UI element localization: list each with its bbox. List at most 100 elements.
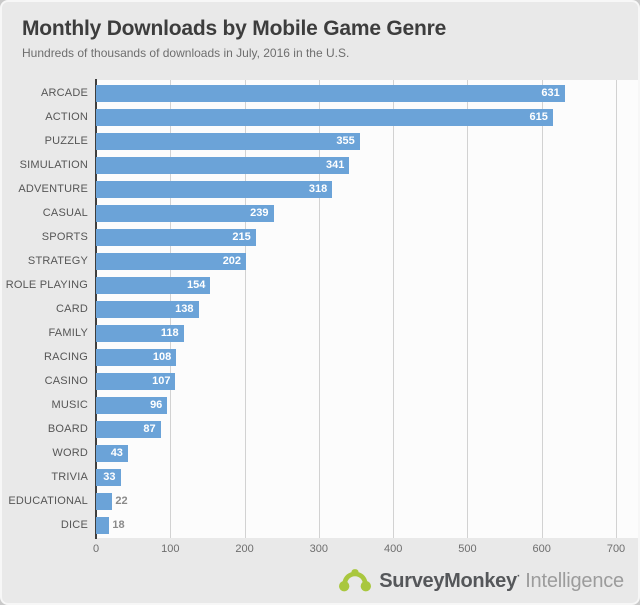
bar: 631 bbox=[96, 84, 565, 102]
gridline bbox=[244, 80, 246, 538]
chart-row: DICE 18 bbox=[2, 513, 616, 537]
bar: 118 bbox=[96, 324, 184, 342]
category-label: DICE bbox=[60, 519, 88, 531]
bar-track: 615 bbox=[96, 108, 616, 126]
bar-rows: ARCADE 631 ACTION 615 PUZZLE 355 SIMULATION 341… bbox=[2, 81, 616, 537]
category-label: MUSIC bbox=[51, 399, 88, 411]
chart-row: EDUCATIONAL 22 bbox=[2, 489, 616, 513]
bar-track: 22 bbox=[96, 492, 616, 510]
bar-track: 202 bbox=[96, 252, 616, 270]
bar-value-label: 96 bbox=[150, 399, 163, 411]
bar: 138 bbox=[96, 300, 199, 318]
surveymonkey-logo-icon bbox=[339, 569, 372, 592]
category-label: BOARD bbox=[47, 423, 88, 435]
x-axis-ticks: 0 100 200 300 400 500 600 700 bbox=[92, 543, 625, 559]
bar: 154 bbox=[96, 276, 211, 294]
bar-value-label: 154 bbox=[187, 279, 206, 291]
chart-row: WORD 43 bbox=[2, 441, 616, 465]
bar: 87 bbox=[96, 420, 161, 438]
brand-trademark-dot: · bbox=[516, 569, 521, 582]
x-tick-label: 200 bbox=[235, 543, 254, 555]
bar-track: 18 bbox=[96, 516, 616, 534]
category-label: ADVENTURE bbox=[18, 183, 88, 195]
bar-track: 33 bbox=[96, 468, 616, 486]
chart-row: ROLE PLAYING 154 bbox=[2, 273, 616, 297]
bar-track: 341 bbox=[96, 156, 616, 174]
gridline bbox=[393, 80, 395, 538]
category-label: FAMILY bbox=[48, 327, 88, 339]
category-label: WORD bbox=[52, 447, 88, 459]
bar: 43 bbox=[96, 444, 128, 462]
bar-value-label: 108 bbox=[152, 351, 172, 363]
bar-value-label: 87 bbox=[143, 423, 156, 435]
bar-value-label: 22 bbox=[115, 495, 128, 507]
bar-value-label: 118 bbox=[160, 327, 179, 339]
bar-value-label: 107 bbox=[152, 375, 171, 387]
bar-value-label: 615 bbox=[529, 111, 548, 123]
chart-row: STRATEGY 202 bbox=[2, 249, 616, 273]
x-tick-label: 500 bbox=[458, 543, 477, 555]
chart-row: RACING 108 bbox=[2, 345, 616, 369]
chart-row: PUZZLE 355 bbox=[2, 129, 616, 153]
bar: 18 bbox=[96, 516, 125, 534]
chart-row: FAMILY 118 bbox=[2, 321, 616, 345]
chart-row: CASUAL 239 bbox=[2, 201, 616, 225]
bar-value-label: 239 bbox=[250, 207, 269, 219]
chart-row: ADVENTURE 318 bbox=[2, 177, 616, 201]
category-label: CARD bbox=[56, 303, 88, 315]
bar-value-label: 18 bbox=[112, 519, 125, 531]
category-label: SPORTS bbox=[41, 231, 88, 243]
chart-row: MUSIC 96 bbox=[2, 393, 616, 417]
category-label: PUZZLE bbox=[44, 135, 88, 147]
category-label: RACING bbox=[44, 351, 88, 363]
bar-value-label: 33 bbox=[103, 471, 116, 483]
bar: 215 bbox=[96, 228, 256, 246]
x-tick-label: 100 bbox=[161, 543, 180, 555]
bar: 22 bbox=[96, 492, 128, 510]
bar-track: 355 bbox=[96, 132, 616, 150]
bar-value-label: 43 bbox=[110, 447, 123, 459]
brand-name: SurveyMonkey· bbox=[379, 569, 521, 592]
bar: 96 bbox=[96, 396, 168, 414]
chart-row: TRIVIA 33 bbox=[2, 465, 616, 489]
bar: 108 bbox=[96, 348, 177, 366]
gridline bbox=[616, 80, 617, 538]
chart-row: SIMULATION 341 bbox=[2, 153, 616, 177]
bar-value-label: 215 bbox=[232, 231, 251, 243]
category-label: ACTION bbox=[45, 111, 88, 123]
category-label: STRATEGY bbox=[27, 255, 88, 267]
chart-row: ACTION 615 bbox=[2, 105, 616, 129]
chart-row: ARCADE 631 bbox=[2, 81, 616, 105]
gridline bbox=[318, 80, 320, 538]
bar-value-label: 202 bbox=[222, 255, 242, 267]
category-label: EDUCATIONAL bbox=[8, 495, 88, 507]
category-label: ARCADE bbox=[40, 87, 88, 99]
bar: 202 bbox=[96, 252, 247, 270]
category-label: TRIVIA bbox=[51, 471, 88, 483]
category-label: CASINO bbox=[44, 375, 88, 387]
bar-track: 138 bbox=[96, 300, 616, 318]
brand-footer: SurveyMonkey· Intelligence bbox=[339, 568, 624, 594]
bar-value-label: 138 bbox=[175, 303, 194, 315]
bar: 355 bbox=[96, 132, 360, 150]
bar-track: 96 bbox=[96, 396, 616, 414]
bar-track: 154 bbox=[96, 276, 616, 294]
x-tick-label: 600 bbox=[532, 543, 551, 555]
bar-value-label: 341 bbox=[325, 159, 345, 171]
bar-track: 107 bbox=[96, 372, 616, 390]
bar-value-label: 318 bbox=[308, 183, 328, 195]
gridline bbox=[541, 80, 543, 538]
bar: 615 bbox=[96, 108, 553, 126]
bar-track: 87 bbox=[96, 420, 616, 438]
x-tick-label: 700 bbox=[606, 543, 626, 555]
bar-track: 239 bbox=[96, 204, 616, 222]
bar-track: 43 bbox=[96, 444, 616, 462]
bar-value-label: 355 bbox=[336, 135, 355, 147]
x-tick-label: 0 bbox=[92, 543, 100, 555]
bar-track: 215 bbox=[96, 228, 616, 246]
bar-track: 118 bbox=[96, 324, 616, 342]
category-label: ROLE PLAYING bbox=[5, 279, 88, 291]
category-label: SIMULATION bbox=[19, 159, 88, 171]
gridline bbox=[467, 80, 469, 538]
bar-value-label: 631 bbox=[541, 87, 560, 99]
